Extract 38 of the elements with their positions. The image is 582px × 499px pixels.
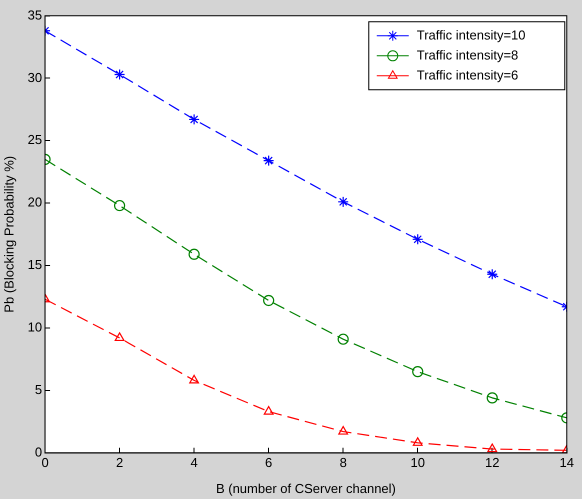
point	[412, 234, 424, 245]
point	[338, 334, 349, 345]
x-tick-label: 8	[340, 455, 347, 470]
point	[114, 68, 126, 80]
point	[338, 426, 348, 435]
point	[188, 114, 200, 126]
y-axis-title: Pb (Blocking Probability %)	[1, 156, 16, 313]
y-tick-label: 15	[28, 257, 42, 272]
x-tick-label: 12	[485, 455, 500, 470]
legend-label: Traffic intensity=8	[416, 47, 518, 62]
x-tick-label: 6	[265, 455, 272, 470]
y-tick-label: 5	[34, 382, 42, 397]
point	[114, 332, 125, 342]
point	[486, 268, 498, 280]
point	[412, 366, 424, 378]
x-tick-label: 2	[116, 455, 124, 470]
legend-label: Traffic intensity=6	[416, 67, 518, 82]
x-tick-label: 14	[560, 455, 574, 470]
y-tick-label: 25	[28, 132, 42, 148]
y-tick-label: 30	[28, 70, 42, 85]
x-axis-title: B (number of CServer channel)	[216, 480, 396, 496]
point	[264, 406, 274, 415]
point	[189, 374, 200, 384]
point	[412, 437, 423, 446]
y-tick-label: 35	[28, 7, 42, 22]
x-tick-label: 10	[410, 455, 425, 470]
y-tick-label: 0	[34, 444, 42, 460]
point	[487, 443, 498, 452]
point	[338, 196, 349, 208]
point	[188, 248, 200, 260]
point	[263, 155, 274, 166]
legend-label: Traffic intensity=10	[416, 27, 526, 42]
x-tick-label: 4	[190, 455, 198, 470]
y-tick-label: 10	[28, 320, 42, 335]
point	[486, 392, 498, 404]
point	[263, 294, 274, 306]
point	[114, 200, 126, 212]
y-tick-label: 20	[28, 194, 42, 210]
